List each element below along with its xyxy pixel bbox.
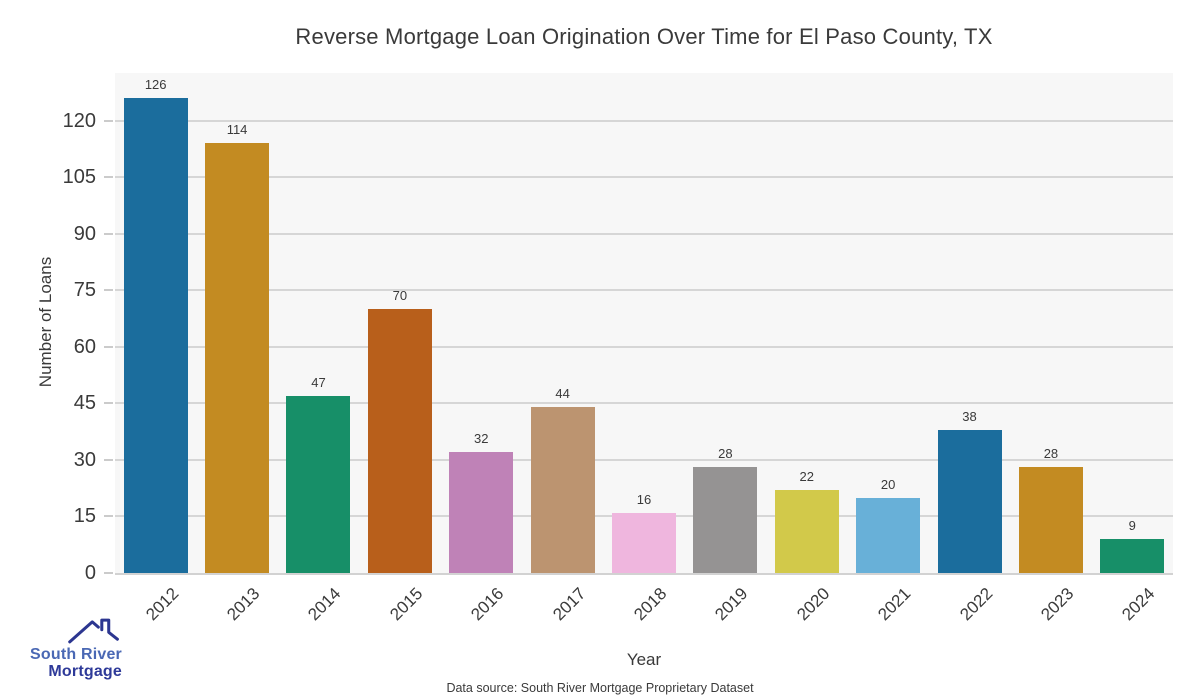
x-tick-label-2024: 2024: [1118, 584, 1159, 625]
bar-value-label-2021: 20: [880, 476, 896, 492]
south-river-mortgage-logo: South River Mortgage: [26, 616, 122, 681]
bar-value-label-2022: 38: [962, 408, 977, 424]
bar-value-label-2015: 70: [392, 288, 408, 304]
gridline-y-120: [115, 119, 1173, 122]
bar-2020: [774, 490, 839, 573]
y-tick-mark-0: [104, 572, 113, 574]
y-tick-label-120: 120: [62, 109, 96, 132]
bar-2016: [449, 452, 514, 573]
y-tick-mark-45: [104, 402, 113, 405]
bar-2014: [286, 395, 351, 573]
x-tick-label-2015: 2015: [386, 584, 427, 625]
bar-2023: [1018, 467, 1083, 573]
chart-title: Reverse Mortgage Loan Origination Over T…: [295, 24, 993, 49]
x-tick-label-2021: 2021: [874, 584, 915, 625]
x-tick-label-2023: 2023: [1037, 584, 1078, 625]
gridline-y-105: [115, 176, 1173, 179]
house-roof-icon: [68, 618, 119, 644]
y-tick-label-0: 0: [84, 562, 96, 584]
gridline-y-90: [115, 232, 1173, 235]
bar-value-label-2017: 44: [555, 386, 570, 402]
gridline-y-30: [115, 458, 1173, 461]
bar-value-label-2023: 28: [1043, 446, 1059, 462]
y-tick-mark-105: [104, 176, 113, 179]
y-tick-label-15: 15: [73, 505, 96, 528]
gridline-y-60: [115, 345, 1173, 348]
y-tick-label-105: 105: [62, 166, 96, 189]
bar-2021: [856, 497, 921, 573]
logo-text-line2: Mortgage: [48, 662, 122, 680]
x-tick-label-2022: 2022: [955, 584, 996, 625]
y-tick-label-30: 30: [73, 448, 96, 471]
x-tick-label-2013: 2013: [223, 584, 264, 625]
gridline-y-75: [115, 289, 1173, 292]
x-tick-label-2020: 2020: [793, 584, 834, 625]
bar-value-label-2014: 47: [311, 374, 326, 390]
y-tick-label-45: 45: [73, 392, 96, 415]
logo-text-line1: South River: [30, 646, 122, 663]
bar-2017: [530, 407, 595, 573]
y-tick-mark-75: [104, 289, 113, 292]
y-tick-label-75: 75: [73, 279, 96, 302]
bar-2012: [123, 97, 188, 573]
x-axis-title: Year: [626, 650, 662, 669]
bar-2024: [1100, 539, 1165, 573]
x-tick-label-2014: 2014: [304, 584, 345, 625]
bar-2015: [367, 309, 432, 573]
bar-2019: [693, 467, 758, 573]
y-tick-mark-60: [104, 345, 113, 348]
y-tick-label-90: 90: [73, 222, 96, 245]
plot-area: [115, 73, 1173, 575]
y-tick-mark-120: [104, 119, 113, 122]
data-source-note: Data source: South River Mortgage Propri…: [446, 681, 754, 695]
bar-value-label-2018: 16: [636, 491, 652, 507]
bar-value-label-2020: 22: [799, 469, 814, 485]
bar-2022: [937, 429, 1002, 573]
bar-2018: [612, 512, 676, 573]
gridline-y-45: [115, 402, 1173, 405]
y-tick-mark-15: [104, 515, 113, 518]
bar-value-label-2012: 126: [144, 76, 167, 92]
x-tick-label-2016: 2016: [467, 584, 508, 625]
x-tick-label-2017: 2017: [548, 584, 590, 625]
x-tick-label-2018: 2018: [630, 584, 671, 625]
y-axis-title: Number of Loans: [36, 256, 55, 388]
y-tick-mark-30: [104, 458, 113, 461]
x-tick-label-2012: 2012: [141, 584, 183, 625]
bar-value-label-2019: 28: [718, 446, 733, 462]
x-tick-label-2019: 2019: [711, 584, 752, 625]
bar-value-label-2024: 9: [1128, 518, 1136, 534]
bar-value-label-2013: 114: [226, 122, 248, 138]
bar-2013: [205, 143, 270, 573]
bar-value-label-2016: 32: [473, 431, 489, 447]
y-tick-label-60: 60: [73, 335, 96, 358]
y-tick-mark-90: [104, 232, 113, 235]
